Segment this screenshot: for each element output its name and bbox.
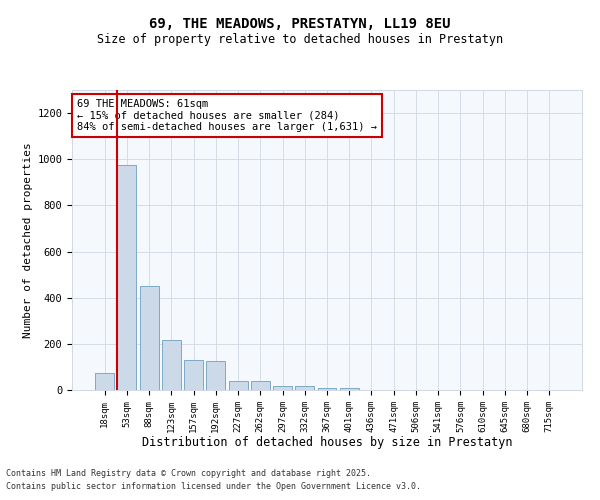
Bar (206, 361, 225, 390)
Text: 69, THE MEADOWS, PRESTATYN, LL19 8EU: 69, THE MEADOWS, PRESTATYN, LL19 8EU (149, 18, 451, 32)
Bar (95, 372, 114, 390)
Bar (229, 381, 248, 390)
Bar (162, 340, 181, 390)
X-axis label: Distribution of detached houses by size in Prestatyn: Distribution of detached houses by size … (142, 436, 512, 449)
Text: Contains HM Land Registry data © Crown copyright and database right 2025.: Contains HM Land Registry data © Crown c… (6, 468, 371, 477)
Y-axis label: Number of detached properties: Number of detached properties (23, 142, 33, 338)
Text: Contains public sector information licensed under the Open Government Licence v3: Contains public sector information licen… (6, 482, 421, 491)
Bar (184, 360, 203, 390)
Bar (251, 381, 270, 390)
Bar (140, 286, 158, 390)
Bar (295, 386, 314, 390)
Text: Size of property relative to detached houses in Prestatyn: Size of property relative to detached ho… (97, 32, 503, 46)
Text: 69 THE MEADOWS: 61sqm
← 15% of detached houses are smaller (284)
84% of semi-det: 69 THE MEADOWS: 61sqm ← 15% of detached … (77, 99, 377, 132)
Bar (273, 386, 292, 390)
Bar (317, 388, 337, 390)
Bar (340, 388, 359, 390)
Bar (118, 165, 136, 390)
